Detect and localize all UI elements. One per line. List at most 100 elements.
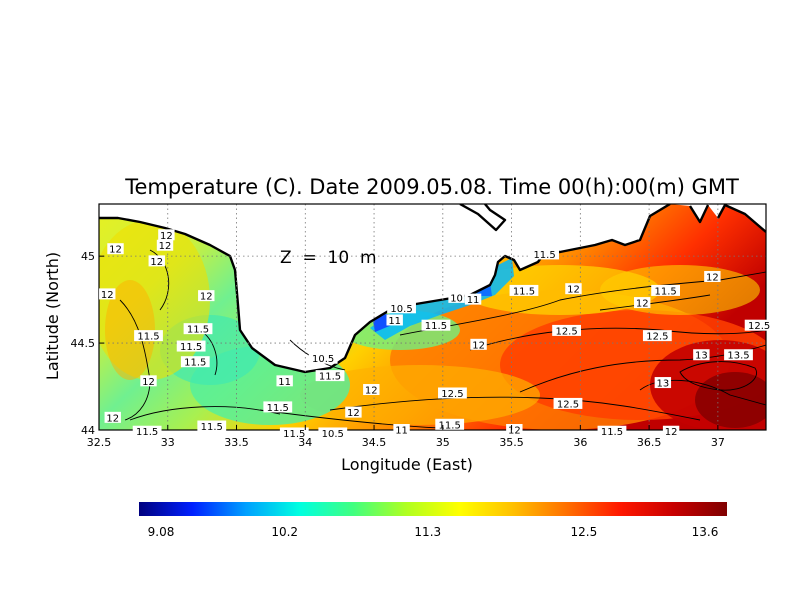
- x-axis-label: Longitude (East): [341, 455, 473, 474]
- contour-label-text: 10.5: [322, 429, 344, 440]
- contour-label-text: 12.5: [555, 326, 577, 337]
- contour-label-text: 11: [395, 426, 408, 437]
- contour-label: 11.5: [597, 425, 627, 438]
- contour-label-text: 10.5: [390, 304, 412, 315]
- contour-label-bg: [180, 356, 210, 368]
- contour-label-text: 11.5: [267, 403, 289, 414]
- contour-label-bg: [198, 290, 215, 302]
- contour-label-bg: [693, 349, 710, 361]
- contour-label-text: 12: [665, 427, 678, 438]
- contour-label-bg: [197, 420, 227, 432]
- gridlines: [99, 204, 766, 430]
- contour-label-bg: [132, 425, 162, 437]
- contour-label-text: 12: [472, 340, 485, 351]
- contour-label-text: 12: [508, 426, 521, 437]
- contour-label: 11.5: [176, 340, 206, 353]
- contour-label-bg: [140, 375, 157, 387]
- contour-label: 13.5: [724, 349, 753, 362]
- contour-label-text: 13: [656, 379, 669, 390]
- contour-label: 11.5: [651, 284, 681, 297]
- contour-label-bg: [744, 319, 774, 331]
- contour-label: 11.5: [279, 427, 309, 440]
- contour-label-bg: [553, 397, 583, 409]
- contour-label-bg: [651, 284, 681, 296]
- contour-label-text: 12.5: [748, 321, 770, 332]
- contour-label: 11.5: [435, 418, 465, 431]
- contour-label-text: 12: [106, 413, 119, 424]
- contour-label-bg: [158, 229, 175, 241]
- contour-label-text: 11: [467, 295, 480, 306]
- contour-label-text: 12: [706, 273, 719, 284]
- contour-label: 10: [448, 291, 465, 304]
- contour-label-text: 11.5: [136, 427, 158, 438]
- contour-label-bg: [345, 406, 362, 418]
- contour-label-bg: [107, 243, 124, 255]
- contour-label: 10.5: [318, 427, 348, 440]
- x-axis: 32.5 33 33.5 34 34.5 35 35.5 36 36.5 37: [87, 425, 725, 449]
- contour-label-bg: [530, 248, 559, 260]
- contour-label-bg: [634, 297, 651, 309]
- contour-label-bg: [104, 411, 121, 423]
- colorbar-tick-label: 13.6: [692, 525, 719, 539]
- contour-label-text: 11.5: [180, 342, 202, 353]
- contour-label-text: 13: [695, 351, 708, 362]
- x-tick-label: 36.5: [637, 436, 662, 449]
- contour-label: 11.5: [134, 330, 163, 343]
- y-axis: 44 44.5 45: [71, 250, 104, 437]
- plot-area: [99, 204, 766, 430]
- contour-label-bg: [662, 425, 680, 437]
- contour-label-bg: [435, 418, 465, 430]
- contour-label-bg: [393, 424, 410, 435]
- contour-label: 12: [345, 406, 362, 419]
- contour-label-text: 11.5: [137, 332, 159, 343]
- contour-label: 11.5: [315, 370, 345, 383]
- land-crimea: [99, 204, 766, 372]
- contour-label-bg: [421, 319, 451, 331]
- contour-label-bg: [654, 377, 672, 389]
- y-tick-label: 44.5: [71, 337, 96, 350]
- x-tick-label: 35.5: [499, 436, 524, 449]
- contour-label: 11.5: [180, 356, 210, 369]
- contour-label-bg: [308, 352, 338, 364]
- contour-label-bg: [276, 375, 293, 387]
- contour-label-text: 12: [567, 285, 580, 296]
- contour-label: 11.5: [197, 420, 227, 433]
- contour-label-text: 12.5: [646, 332, 668, 343]
- contour-label-bg: [363, 384, 380, 396]
- contour-label: 11: [464, 293, 482, 306]
- contour-label-text: 12: [365, 386, 378, 397]
- contour-label: 11.5: [132, 425, 162, 438]
- contour-label-text: 11: [278, 377, 291, 388]
- contour-label-bg: [464, 293, 482, 305]
- contour-label-bg: [134, 330, 163, 342]
- contour-label: 11.5: [183, 323, 213, 336]
- contour-label: 10.5: [308, 352, 338, 365]
- contour-label-text: 11.5: [319, 372, 341, 383]
- contour-label: 12: [634, 297, 651, 310]
- contour-label: 12: [99, 288, 116, 301]
- contour-label-bg: [506, 424, 523, 435]
- y-tick-label: 45: [81, 250, 95, 263]
- contour-label-bg: [597, 425, 627, 437]
- contour-label-bg: [448, 291, 465, 303]
- contour-label-bg: [148, 255, 165, 267]
- contour-label-text: 12: [142, 377, 155, 388]
- contour-label-text: 11.5: [201, 422, 223, 433]
- contour-label: 13: [693, 349, 710, 362]
- contour-label: 11.5: [421, 319, 451, 332]
- contour-label: 12.5: [552, 324, 581, 337]
- contour-label: 11.5: [530, 248, 559, 261]
- contour-label-bg: [156, 239, 174, 251]
- plot-frame: [98, 203, 767, 431]
- contour-label: 12: [506, 424, 523, 437]
- contour-label-bg: [318, 427, 348, 439]
- depth-annotation: Z = 10 m: [280, 248, 377, 268]
- contour-label-bg: [552, 324, 581, 336]
- contour-label-text: 11.5: [187, 325, 209, 336]
- y-axis-label: Latitude (North): [43, 252, 62, 380]
- contour-label: 11.5: [509, 284, 539, 297]
- colorbar-tick-label: 12.5: [571, 525, 598, 539]
- contour-label-bg: [315, 370, 345, 382]
- contour-label-text: 12: [200, 292, 213, 303]
